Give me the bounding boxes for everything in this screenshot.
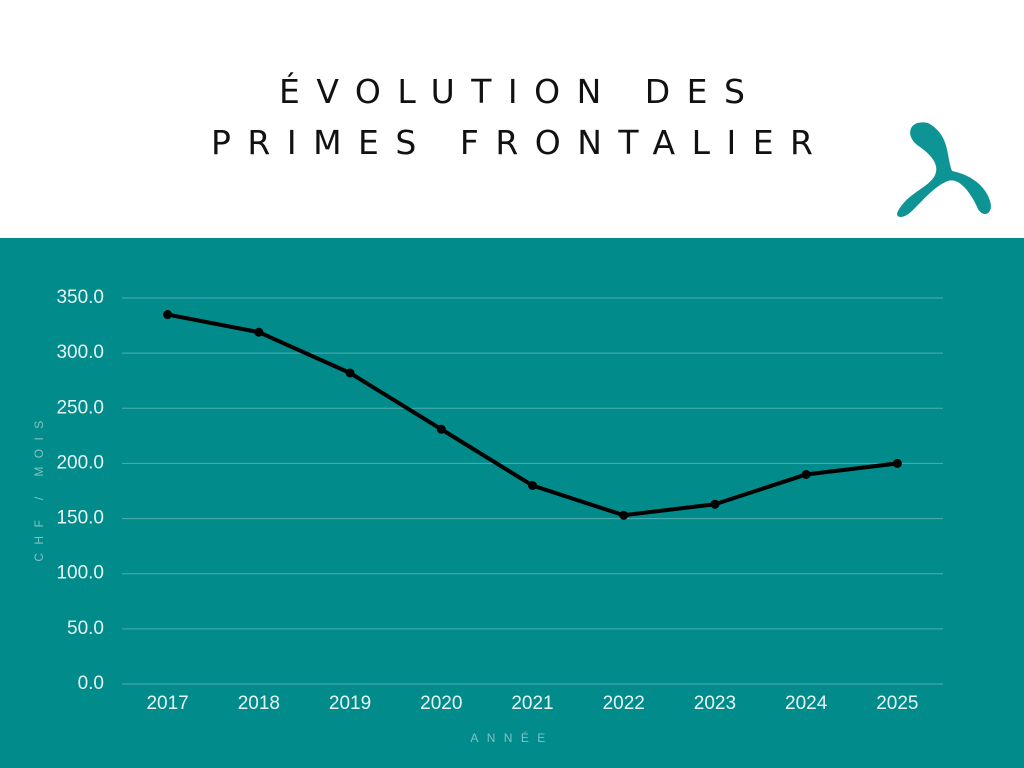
x-tick-label: 2017 — [146, 693, 188, 714]
chart-title: ÉVOLUTION DES PRIMES FRONTALIER — [211, 72, 830, 162]
data-point — [801, 469, 811, 479]
chart-panel — [0, 238, 1024, 768]
y-tick-label: 150.0 — [56, 508, 104, 529]
data-point — [254, 327, 264, 337]
x-tick-label: 2019 — [329, 693, 371, 714]
y-tick-label: 250.0 — [56, 397, 104, 418]
y-tick-label: 200.0 — [56, 452, 104, 473]
data-point — [619, 510, 629, 520]
y-tick-label: 350.0 — [56, 287, 104, 308]
x-tick-label: 2018 — [238, 693, 280, 714]
logo — [897, 122, 991, 217]
data-point — [710, 499, 720, 509]
x-tick-label: 2020 — [420, 693, 462, 714]
y-tick-label: 100.0 — [56, 563, 104, 584]
x-tick-label: 2023 — [694, 693, 736, 714]
logo-shape — [897, 122, 991, 217]
x-tick-label: 2025 — [876, 693, 918, 714]
y-tick-label: 300.0 — [56, 342, 104, 363]
data-point — [528, 480, 537, 490]
data-point — [436, 424, 446, 434]
x-axis-label: ANNÉE — [470, 730, 553, 745]
data-point — [163, 310, 173, 320]
y-tick-label: 50.0 — [67, 618, 104, 639]
data-point — [892, 458, 902, 468]
x-tick-label: 2024 — [785, 693, 828, 714]
y-axis-label: CHF / MOIS — [32, 412, 46, 561]
x-tick-label: 2021 — [511, 693, 553, 714]
data-point — [345, 368, 355, 378]
x-tick-label: 2022 — [603, 693, 645, 714]
y-tick-label: 0.0 — [78, 673, 104, 694]
